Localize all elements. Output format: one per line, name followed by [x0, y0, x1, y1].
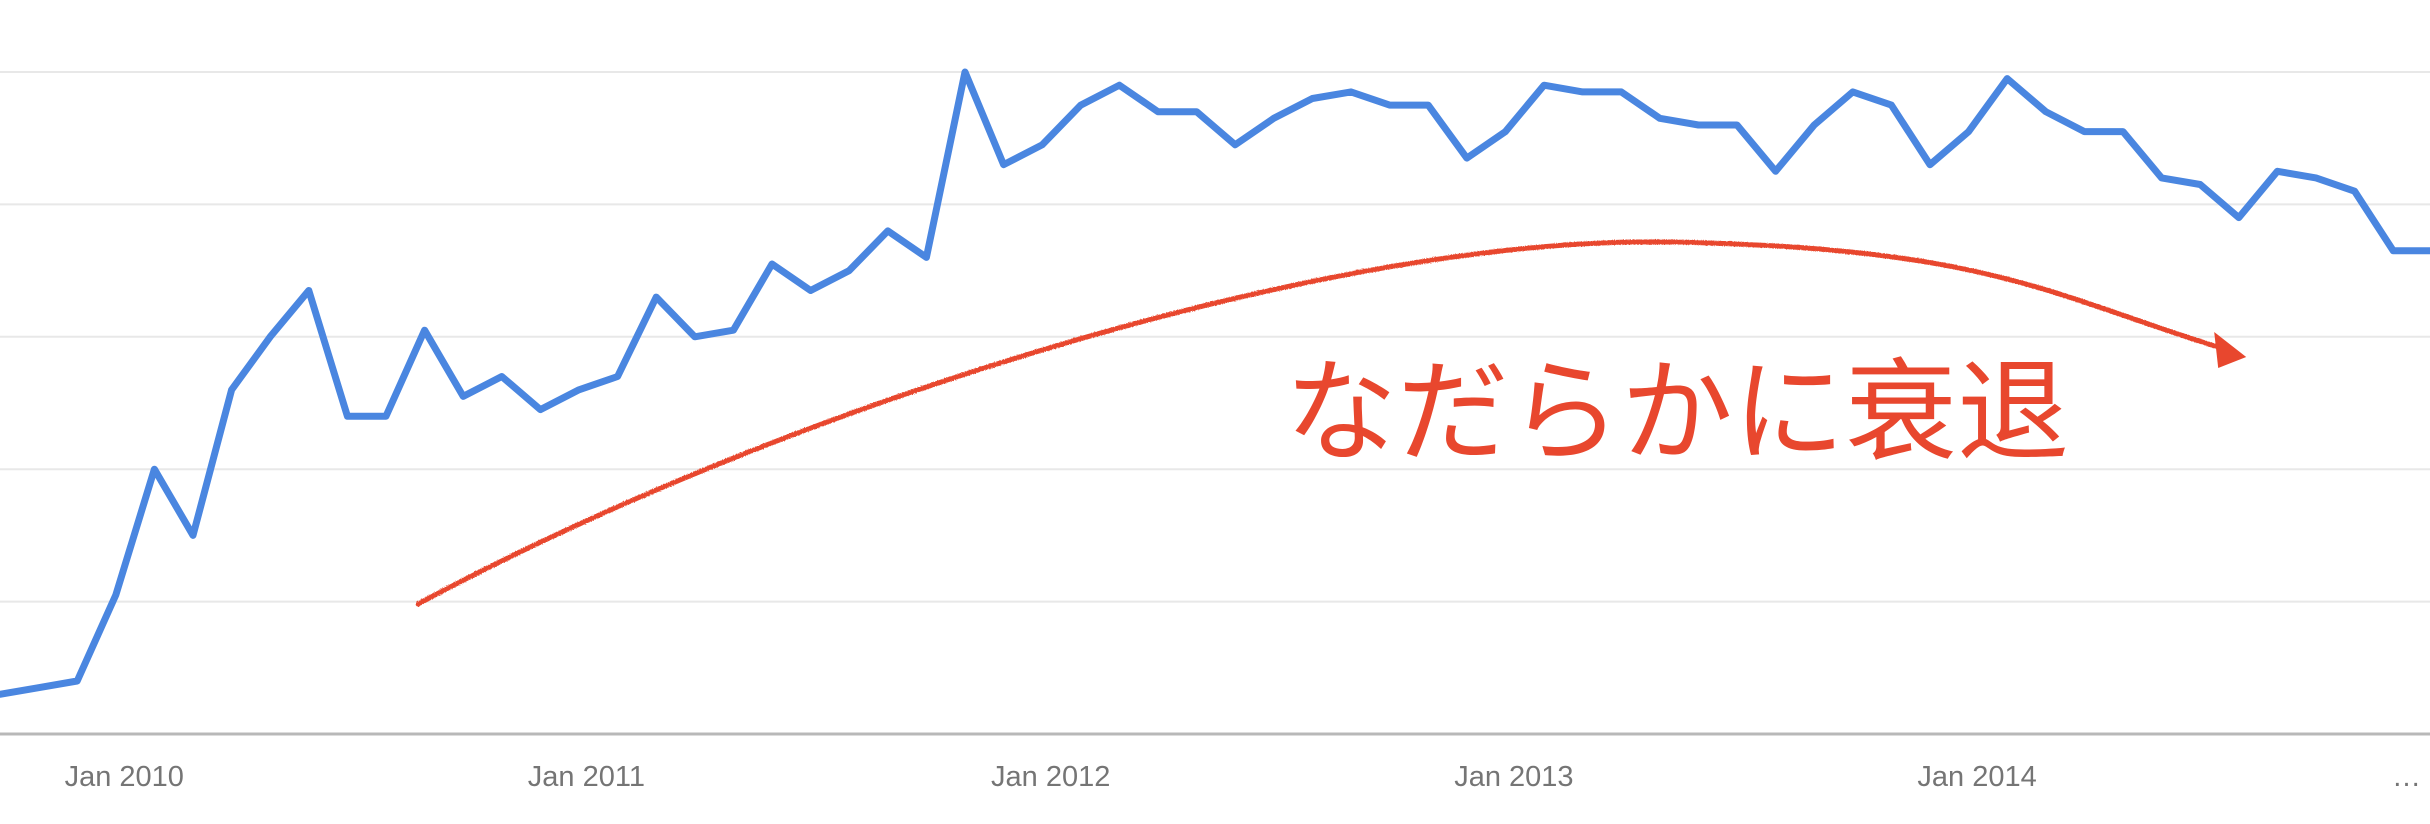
x-axis: Jan 2010 Jan 2011 Jan 2012 Jan 2013 Jan 2014…: [0, 732, 2430, 793]
series-line: [0, 68, 2430, 698]
trend-arrow-head: [2214, 332, 2247, 368]
annotation-label: なだらかに衰退: [1285, 348, 2069, 478]
x-tick-label: Jan 2012: [991, 761, 1110, 793]
grid-lines: [0, 71, 2430, 603]
series-layer: [0, 68, 2430, 698]
x-tick-label: Jan 2011: [528, 761, 645, 793]
x-axis-overflow-indicator: …: [2392, 761, 2421, 793]
trend-arrow: [415, 239, 2237, 607]
x-tick-label: Jan 2014: [1917, 761, 2036, 793]
annotation-layer: なだらかに衰退: [415, 239, 2247, 607]
x-tick-label: Jan 2010: [65, 761, 184, 793]
x-tick-label: Jan 2013: [1454, 761, 1573, 793]
